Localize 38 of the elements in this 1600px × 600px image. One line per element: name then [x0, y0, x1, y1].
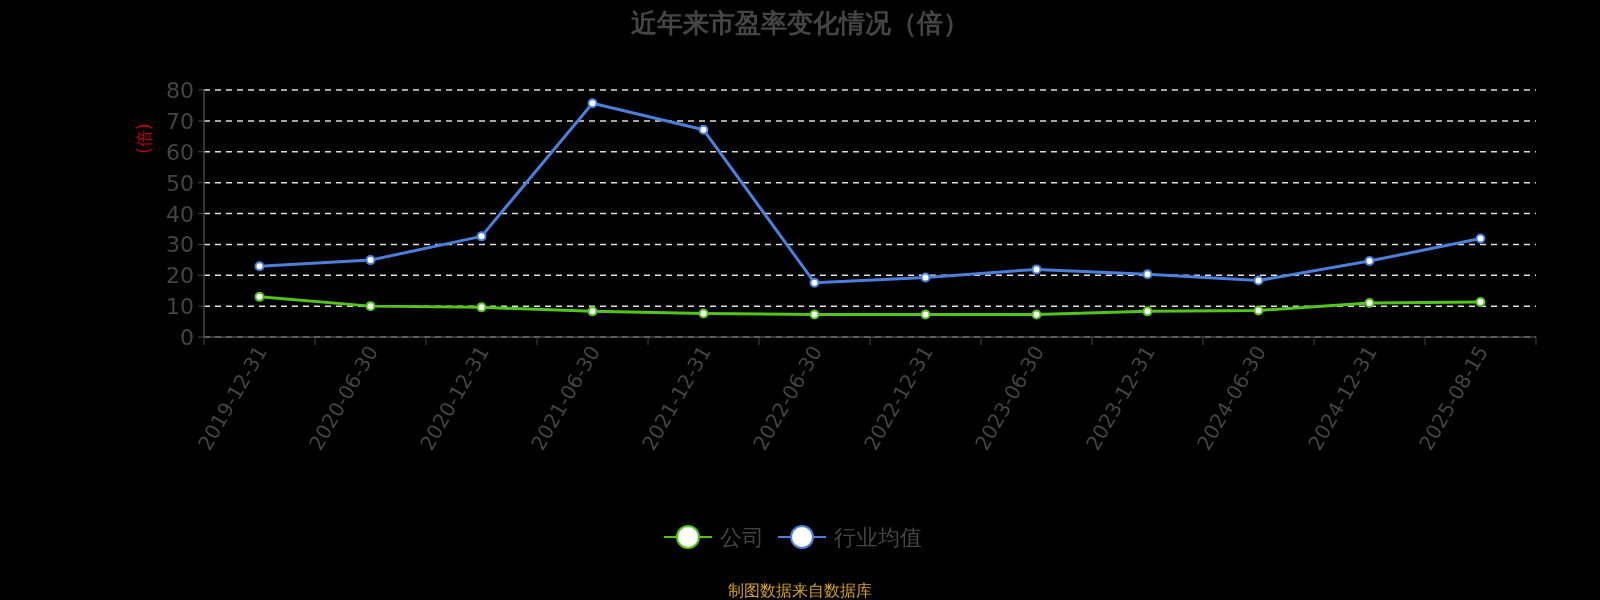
y-tick-label: 30: [166, 232, 194, 258]
y-tick-label: 0: [180, 325, 194, 350]
y-tick-label: 10: [166, 294, 194, 320]
point: [809, 309, 820, 320]
y-tick-label: 60: [166, 139, 194, 165]
point: [254, 291, 265, 302]
point: [254, 261, 265, 272]
point: [1253, 305, 1264, 316]
y-axis-title: (倍): [134, 123, 154, 154]
text: 制图数据来自数据库: [728, 581, 872, 600]
point: [476, 302, 487, 313]
point: [809, 277, 820, 288]
point: [1142, 269, 1153, 280]
point: [1142, 306, 1153, 317]
point: [1364, 298, 1375, 309]
y-tick-label: 50: [166, 170, 194, 196]
point: [698, 124, 709, 135]
point: [587, 306, 598, 317]
point: [1364, 256, 1375, 267]
y-tick-label: 70: [166, 108, 194, 134]
point: [365, 301, 376, 312]
y-tick-label: 20: [166, 263, 194, 289]
point: [1031, 309, 1042, 320]
chart-title: 近年来市盈率变化情况（倍）: [631, 8, 969, 38]
legend-label: 公司: [720, 525, 764, 550]
point: [1031, 264, 1042, 275]
point: [920, 309, 931, 320]
point: [1253, 275, 1264, 286]
point: [698, 308, 709, 319]
y-tick-label: 40: [166, 201, 194, 227]
y-tick-label: 80: [166, 78, 194, 103]
point: [1475, 233, 1486, 244]
point: [1475, 297, 1486, 308]
legend-label: 行业均值: [834, 525, 922, 550]
point: [920, 272, 931, 283]
point: [587, 98, 598, 109]
point: [476, 231, 487, 242]
point: [365, 255, 376, 266]
